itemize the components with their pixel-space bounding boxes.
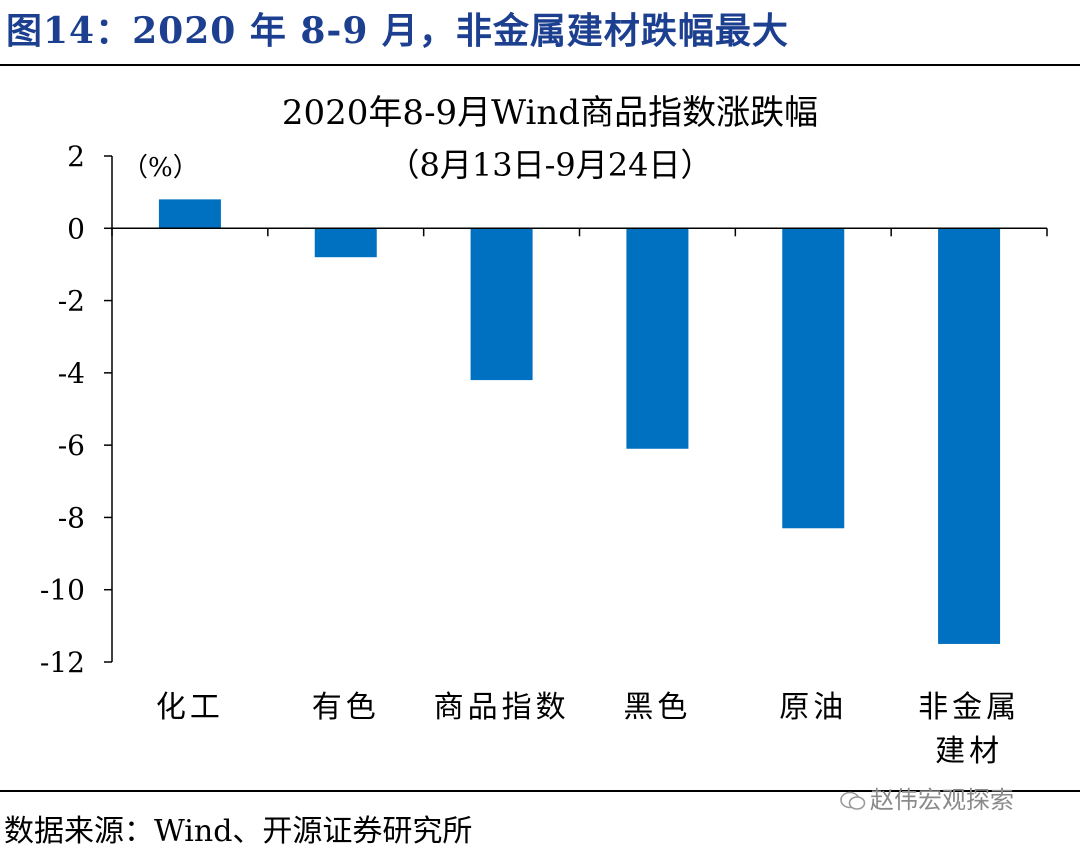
x-tick-label: 非金属 (918, 690, 1020, 725)
axes-layer: 2 0 -2 -4 -6 -8 -10 -12 化工 有色 商品指数 黑色 原油 非金属建材 (40, 140, 1048, 769)
y-tick-label: -6 (58, 429, 85, 462)
bar-5 (938, 228, 1001, 644)
figure-title: 图14：2020 年 8-9 月，非金属建材跌幅最大 (6, 10, 789, 52)
y-tick-label: -10 (40, 574, 85, 607)
watermark: 赵伟宏观探索 (840, 780, 1014, 815)
source-note: 数据来源：Wind、开源证券研究所 (4, 814, 473, 849)
y-tick-label: 2 (67, 140, 85, 173)
bars-layer (158, 199, 1001, 644)
chart-title: 2020年8-9月Wind商品指数涨跌幅 (282, 93, 818, 133)
y-tick-label: -4 (58, 357, 85, 390)
bottom-divider (0, 790, 1080, 792)
bar-1 (314, 228, 377, 258)
watermark-text: 赵伟宏观探索 (870, 786, 1014, 814)
bar-2 (470, 228, 533, 381)
x-tick-label: 黑色 (623, 690, 691, 725)
bar-0 (158, 199, 221, 229)
bar-3 (626, 228, 689, 449)
bar-chart: 2020年8-9月Wind商品指数涨跌幅 （8月13日-9月24日） （%） 2… (40, 93, 1048, 769)
bar-4 (782, 228, 845, 529)
chart-subtitle: （8月13日-9月24日） (388, 146, 713, 184)
y-tick-label: 0 (67, 212, 85, 245)
x-tick-label: 建材 (935, 734, 1003, 769)
wechat-icon (840, 791, 866, 810)
x-tick-label: 有色 (312, 690, 380, 725)
top-divider (0, 64, 1080, 66)
x-tick-label: 化工 (156, 690, 224, 725)
x-tick-label: 商品指数 (434, 690, 570, 725)
y-tick-label: -2 (58, 285, 85, 318)
y-axis-unit: （%） (122, 153, 199, 183)
y-tick-label: -12 (40, 646, 85, 679)
y-tick-label: -8 (58, 501, 85, 534)
x-tick-label: 原油 (779, 690, 847, 725)
